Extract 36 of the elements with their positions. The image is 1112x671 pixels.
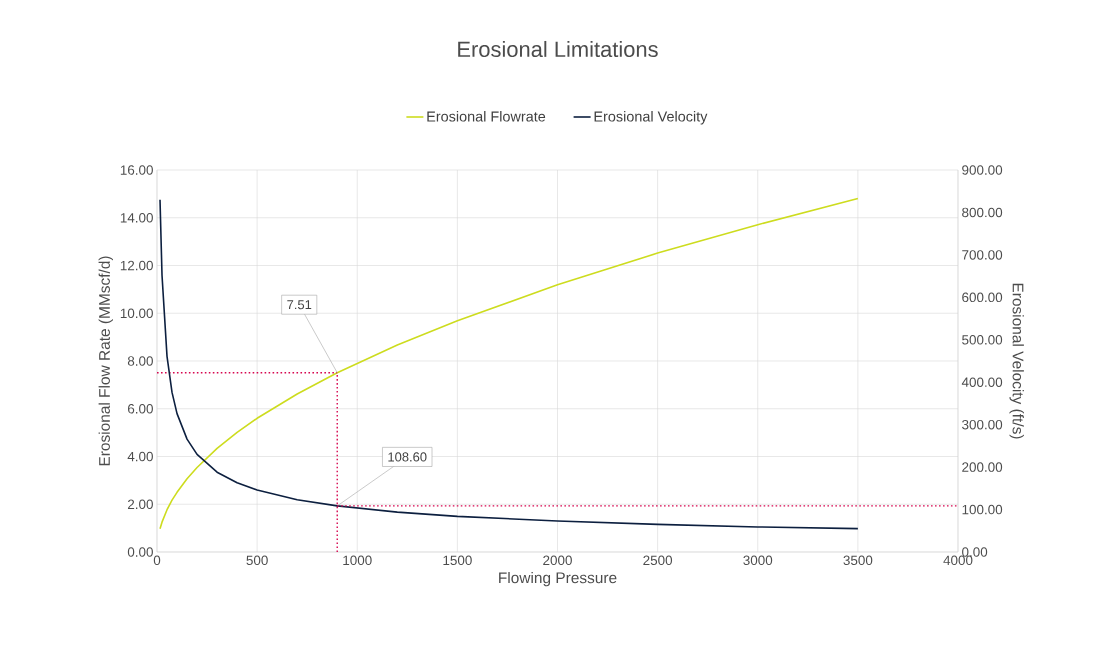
y-tick-label: 2.00 — [127, 499, 153, 510]
x-axis-title: Flowing Pressure — [499, 571, 617, 587]
x-tick-label: 0 — [153, 555, 161, 566]
y2-tick-label: 900.00 — [962, 165, 1003, 175]
x-tick-label: 2500 — [643, 555, 673, 566]
x-tick-label: 1500 — [443, 555, 472, 566]
x-tick-label: 2000 — [543, 555, 572, 566]
annotation: 7.51 — [287, 300, 312, 310]
y-tick-label: 14.00 — [120, 212, 153, 223]
y2-tick-label: 400.00 — [961, 377, 1003, 387]
y-tick-label: 8.00 — [127, 356, 153, 366]
y2-tick-label: 0.00 — [962, 547, 988, 557]
y-tick-label: 6.00 — [127, 403, 153, 414]
y2-tick-label: 500.00 — [962, 335, 1003, 345]
y2-tick-label: 300.00 — [962, 419, 1003, 430]
x-tick-label: 4000 — [943, 555, 973, 566]
x-tick-label: 500 — [246, 555, 268, 566]
y-tick-label: 4.00 — [127, 451, 153, 462]
y2-tick-label: 800.00 — [962, 207, 1003, 218]
y-axis-title: Erosional Flow Rate (MMscf/d) — [98, 256, 113, 466]
y2-tick-label: 600.00 — [962, 292, 1003, 303]
y2-tick-label: 100.00 — [962, 504, 1003, 515]
x-tick-label: 1000 — [343, 555, 372, 566]
y2-tick-label: 700.00 — [962, 250, 1003, 260]
annotation: 108.60 — [388, 452, 427, 462]
x-tick-label: 3500 — [843, 555, 873, 566]
y2-tick-label: 200.00 — [962, 462, 1003, 472]
y-tick-label: 0.00 — [127, 547, 153, 557]
chart-title: Erosional Limitations — [458, 40, 658, 58]
y-tick-label: 12.00 — [120, 260, 153, 271]
x-tick-label: 3000 — [743, 555, 773, 566]
y-tick-label: 16.00 — [120, 165, 153, 175]
legend-label: Erosional Flowrate — [427, 111, 546, 122]
legend-label: Erosional Velocity — [594, 111, 708, 125]
y-tick-label: 10.00 — [120, 308, 153, 318]
y2-axis-title: Erosional Velocity (ft/s) — [1009, 283, 1024, 439]
